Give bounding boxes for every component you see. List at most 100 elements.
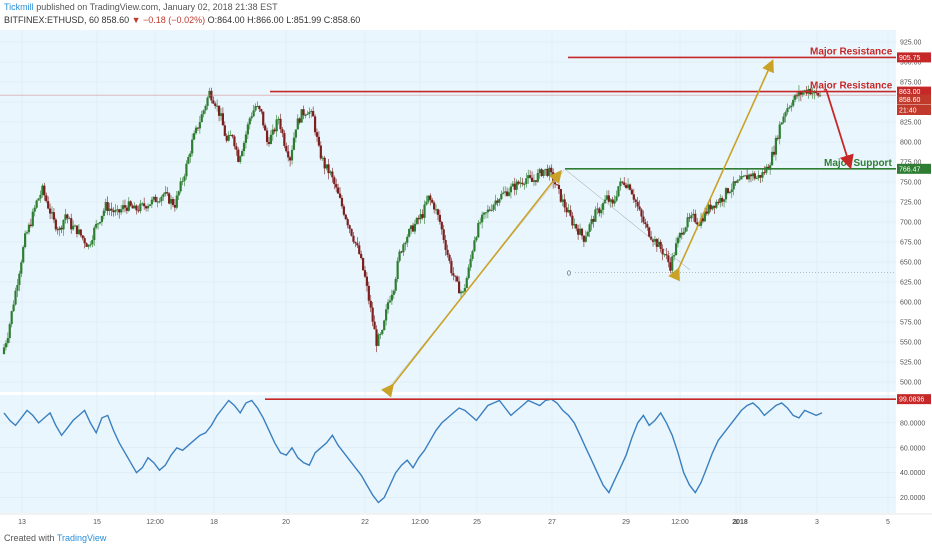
tag-last-bg (897, 94, 931, 105)
candle-body (611, 199, 614, 204)
candle-body (486, 209, 489, 213)
candle-body (580, 228, 584, 236)
x-tick-label: 5 (886, 519, 890, 526)
candle-body (797, 91, 801, 97)
footer: Created with TradingView (4, 533, 106, 543)
candle-body (25, 232, 29, 234)
candle-body (304, 114, 307, 116)
candle-body (139, 203, 142, 211)
candle-body (398, 251, 401, 261)
candle-body (590, 219, 593, 225)
candle-body (143, 203, 146, 207)
y-tick-label: 675.00 (900, 240, 922, 247)
candle-body (776, 137, 779, 139)
candle-body (429, 195, 432, 200)
candle-body (640, 209, 643, 217)
x-tick-label: 18 (210, 519, 218, 526)
candle-body (264, 125, 267, 131)
candle-body (29, 224, 32, 227)
candle-body (778, 124, 781, 139)
candle-body (557, 185, 561, 190)
candle-body (68, 218, 71, 220)
candle-body (444, 239, 447, 250)
candle-body (434, 209, 438, 211)
x-tick-label: 1 (734, 519, 738, 526)
candle-body (348, 225, 351, 229)
candle-body (502, 192, 505, 194)
candle-body (102, 210, 105, 216)
candle-body (747, 174, 751, 180)
candle-body (327, 164, 330, 174)
gold-arrow-2 (668, 59, 774, 282)
y-tick-label: 750.00 (900, 180, 922, 187)
y-tick-label: 875.00 (900, 80, 922, 87)
y-tick-label: 625.00 (900, 280, 922, 287)
candle-body (281, 129, 284, 134)
x-tick-label: 12:00 (146, 519, 164, 526)
candle-body (818, 95, 822, 97)
candle-body (225, 135, 228, 141)
major-support-label: Major Support (824, 158, 892, 169)
candle-body (505, 191, 509, 196)
candle-body (705, 211, 708, 214)
candle-body (471, 251, 474, 259)
candle-body (540, 169, 543, 176)
candle-body (694, 213, 697, 223)
candle-body (70, 218, 73, 230)
candle-body (761, 172, 764, 178)
candle-body (24, 233, 27, 248)
candle-body (519, 182, 522, 184)
candle-body (513, 183, 516, 190)
candle-body (617, 186, 620, 197)
x-tick-label: 25 (473, 519, 481, 526)
author-name[interactable]: Tickmill (4, 2, 34, 12)
candle-body (350, 228, 353, 236)
candle-body (484, 212, 488, 214)
candle-body (300, 109, 303, 123)
candle-body (306, 113, 309, 115)
candle-body (273, 129, 276, 132)
candle-body (565, 207, 568, 213)
tradingview-logo-text[interactable]: TradingView (56, 533, 107, 543)
candle-body (692, 213, 695, 216)
candle-body (269, 134, 273, 144)
candle-body (719, 198, 722, 204)
candle-body (241, 151, 244, 157)
candle-body (475, 237, 478, 241)
candle-body (417, 217, 420, 220)
candle-body (644, 222, 647, 225)
tag-905: 905.75 (899, 55, 921, 62)
candle-body (479, 222, 482, 224)
candle-body (10, 311, 13, 325)
candle-body (160, 196, 163, 202)
candle-body (721, 198, 724, 202)
candle-body (438, 214, 441, 222)
candle-body (817, 93, 820, 96)
candle-body (129, 201, 132, 206)
candle-body (571, 215, 574, 226)
candle-body (782, 116, 785, 123)
candle-body (35, 200, 38, 208)
candle-body (490, 209, 493, 211)
candle-body (233, 136, 236, 147)
candle-body (56, 229, 59, 231)
candle-body (408, 229, 411, 237)
candle-body (609, 199, 612, 202)
candle-body (262, 111, 265, 126)
candle-body (319, 145, 322, 159)
candle-body (628, 184, 632, 190)
candle-body (707, 204, 710, 214)
candle-body (14, 290, 17, 305)
candle-body (6, 338, 9, 344)
candle-body (260, 109, 263, 112)
candle-body (722, 199, 726, 202)
candle-body (740, 176, 743, 180)
candle-body (302, 109, 305, 116)
candle-body (715, 201, 718, 208)
candle-body (446, 249, 449, 255)
candle-body (757, 175, 760, 179)
candle-body (141, 203, 144, 205)
candle-body (191, 139, 194, 154)
candle-body (294, 129, 297, 138)
